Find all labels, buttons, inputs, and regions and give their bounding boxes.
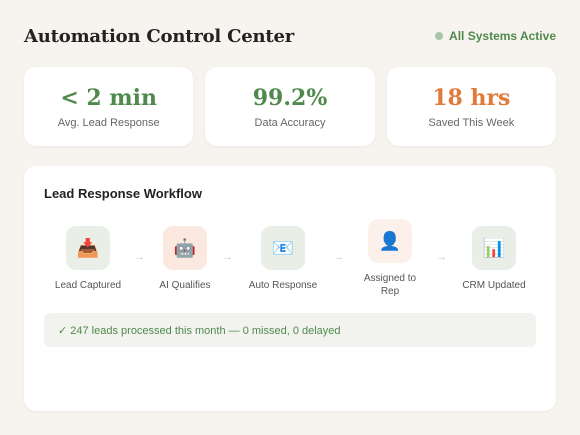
workflow-summary: ✓ 247 leads processed this month — 0 mis… — [44, 313, 536, 347]
status-text: All Systems Active — [449, 29, 556, 43]
arrow-right-icon: → — [134, 251, 145, 263]
robot-icon: 🤖 — [163, 226, 207, 270]
arrow-right-icon: → — [333, 251, 344, 263]
email-icon: 📧 — [261, 226, 305, 270]
arrow-right-icon: → — [222, 251, 233, 263]
stat-card-data-accuracy: 99.2% Data Accuracy — [205, 67, 375, 146]
stats-row: < 2 min Avg. Lead Response 99.2% Data Ac… — [24, 67, 556, 146]
step-label: Assigned to Rep — [363, 273, 417, 297]
stat-card-time-saved: 18 hrs Saved This Week — [386, 67, 556, 146]
system-status: All Systems Active — [435, 29, 556, 43]
stat-label: Data Accuracy — [254, 116, 326, 129]
step-label: Lead Captured — [54, 280, 122, 291]
step-label: Auto Response — [248, 280, 318, 291]
status-dot-icon — [435, 32, 444, 40]
workflow-step-lead-captured: 📥 Lead Captured — [43, 226, 133, 292]
arrow-right-icon: → — [436, 251, 447, 263]
stat-label: Avg. Lead Response — [57, 116, 160, 129]
workflow-step-ai-qualifies: 🤖 AI Qualifies — [140, 226, 230, 292]
step-label: AI Qualifies — [159, 280, 211, 291]
stat-value: 99.2% — [252, 84, 328, 111]
stat-value: 18 hrs — [432, 84, 511, 111]
person-icon: 👤 — [368, 219, 412, 263]
stat-value: < 2 min — [60, 84, 158, 111]
inbox-tray-icon: 📥 — [66, 226, 110, 270]
bar-chart-icon: 📊 — [472, 226, 516, 270]
step-label: CRM Updated — [462, 280, 526, 291]
page-title: Automation Control Center — [24, 25, 295, 47]
stat-label: Saved This Week — [428, 116, 515, 129]
header: Automation Control Center All Systems Ac… — [24, 22, 556, 50]
stat-card-lead-response: < 2 min Avg. Lead Response — [24, 67, 194, 146]
workflow-card: Lead Response Workflow 📥 Lead Captured →… — [24, 166, 556, 411]
workflow-step-assigned-to-rep: 👤 Assigned to Rep — [345, 219, 435, 298]
workflow-step-crm-updated: 📊 CRM Updated — [449, 226, 539, 292]
workflow-step-auto-response: 📧 Auto Response — [238, 226, 328, 292]
workflow-title: Lead Response Workflow — [44, 186, 202, 201]
